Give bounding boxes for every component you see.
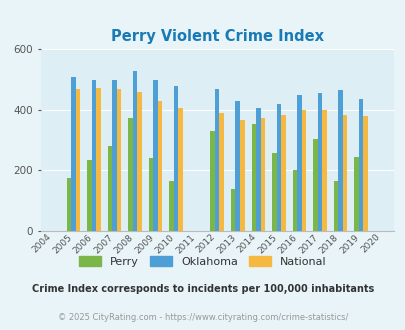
Bar: [362, 116, 367, 231]
Bar: [92, 80, 96, 231]
Bar: [219, 113, 224, 231]
Bar: [87, 160, 92, 231]
Bar: [173, 86, 178, 231]
Bar: [271, 153, 276, 231]
Bar: [337, 90, 342, 231]
Bar: [260, 117, 264, 231]
Bar: [128, 117, 132, 231]
Bar: [301, 110, 305, 231]
Bar: [333, 181, 337, 231]
Bar: [280, 115, 285, 231]
Bar: [96, 88, 100, 231]
Bar: [296, 95, 301, 231]
Bar: [230, 189, 235, 231]
Bar: [107, 146, 112, 231]
Bar: [358, 99, 362, 231]
Bar: [71, 77, 75, 231]
Bar: [169, 181, 173, 231]
Bar: [178, 109, 183, 231]
Title: Perry Violent Crime Index: Perry Violent Crime Index: [111, 29, 323, 44]
Bar: [276, 104, 280, 231]
Bar: [353, 157, 358, 231]
Text: © 2025 CityRating.com - https://www.cityrating.com/crime-statistics/: © 2025 CityRating.com - https://www.city…: [58, 313, 347, 322]
Text: Crime Index corresponds to incidents per 100,000 inhabitants: Crime Index corresponds to incidents per…: [32, 284, 373, 294]
Bar: [312, 139, 317, 231]
Bar: [132, 71, 137, 231]
Bar: [158, 101, 162, 231]
Bar: [149, 158, 153, 231]
Bar: [66, 178, 71, 231]
Bar: [112, 80, 117, 231]
Bar: [317, 93, 321, 231]
Bar: [256, 109, 260, 231]
Bar: [342, 115, 346, 231]
Bar: [117, 89, 121, 231]
Bar: [239, 120, 244, 231]
Bar: [137, 92, 141, 231]
Bar: [235, 101, 239, 231]
Bar: [153, 80, 158, 231]
Bar: [214, 89, 219, 231]
Bar: [251, 124, 256, 231]
Bar: [292, 171, 296, 231]
Bar: [210, 131, 214, 231]
Bar: [321, 110, 326, 231]
Legend: Perry, Oklahoma, National: Perry, Oklahoma, National: [75, 251, 330, 271]
Bar: [75, 89, 80, 231]
